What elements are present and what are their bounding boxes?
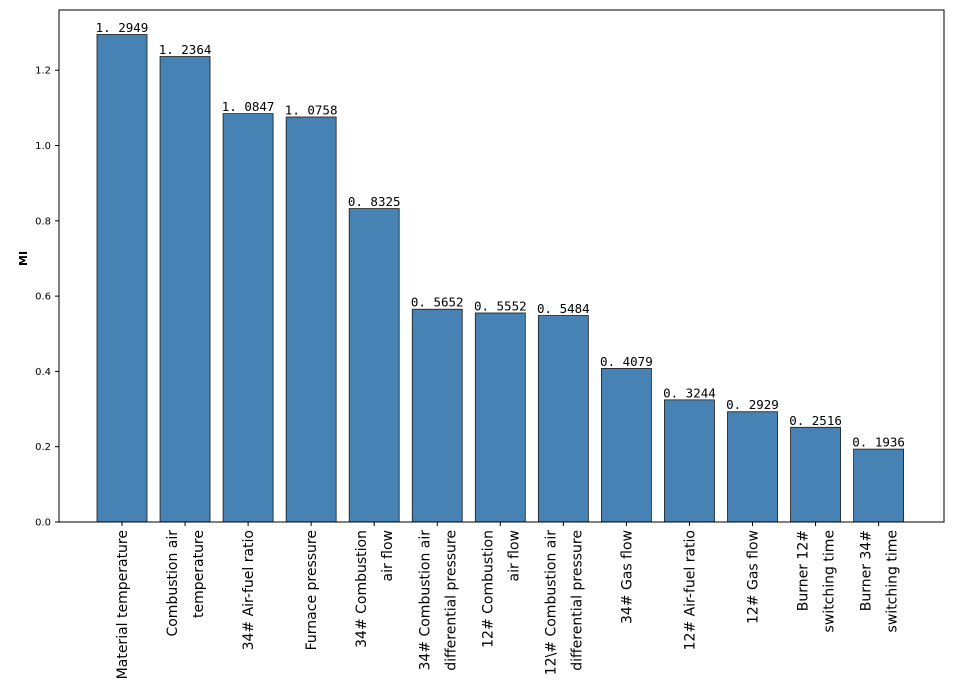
x-tick-label-line: switching time xyxy=(822,530,838,632)
y-tick-label: 1.2 xyxy=(35,66,51,77)
data-label: 1. 2364 xyxy=(159,42,212,57)
data-label: 1. 0758 xyxy=(285,102,338,117)
y-tick-label: 1.0 xyxy=(35,141,51,152)
x-tick-label-line: 12# Combustion xyxy=(480,530,496,648)
x-tick-label-line: switching time xyxy=(885,530,901,632)
x-tick-label: 12# Combustion air flow xyxy=(480,530,522,648)
data-label: 0. 2516 xyxy=(789,413,842,428)
x-tick-label-line: 12# Air-fuel ratio xyxy=(682,530,698,650)
bar xyxy=(790,426,841,523)
data-label: 0. 3244 xyxy=(663,385,716,400)
x-tick-label-line: differential pressure xyxy=(569,530,585,671)
x-tick-label-line: 34# Combustion air xyxy=(417,530,433,671)
data-label: 0. 5484 xyxy=(537,301,590,316)
x-tick-label: Burner 12# switching time xyxy=(796,530,838,632)
x-tick-label-line: Combustion air xyxy=(165,530,181,637)
x-tick-label-line: 34# Air-fuel ratio xyxy=(241,530,257,650)
x-tick-label: 34# Gas flow xyxy=(619,530,635,624)
data-label: 0. 4079 xyxy=(600,354,653,369)
bar xyxy=(222,113,274,523)
bars xyxy=(96,34,904,523)
bar xyxy=(96,34,148,523)
bar xyxy=(601,368,652,523)
bar xyxy=(348,208,400,523)
x-tick-label: 34# Air-fuel ratio xyxy=(241,530,257,650)
plot-frame xyxy=(58,9,945,523)
x-tick-label-line: temperature xyxy=(191,530,207,618)
x-tick-label-line: differential pressure xyxy=(443,530,459,671)
y-axis-ticks: 0.0 0.2 0.4 0.6 0.8 1.0 1.2 xyxy=(35,66,59,529)
bar xyxy=(285,116,337,523)
x-tick-label-line: 34# Gas flow xyxy=(619,530,635,624)
data-labels: 1. 2949 1. 2364 1. 0847 1. 0758 0. 8325 0. 56… xyxy=(96,20,905,450)
x-axis-ticks: Material temperature Combustion air temper… xyxy=(115,522,901,679)
x-tick-label: Combustion air temperature xyxy=(165,530,207,637)
y-tick-label: 0.0 xyxy=(35,518,51,529)
x-tick-label-line: 12# Gas flow xyxy=(746,530,762,624)
y-tick-label: 0.2 xyxy=(35,442,51,453)
x-tick-label: 12# Air-fuel ratio xyxy=(682,530,698,650)
data-label: 1. 0847 xyxy=(222,99,275,114)
x-tick-label: 34# Combustion air flow xyxy=(354,530,396,648)
x-tick-label: 12# Gas flow xyxy=(746,530,762,624)
data-label: 0. 5652 xyxy=(411,295,464,310)
x-tick-label-line: Material temperature xyxy=(115,530,131,679)
bar xyxy=(537,315,589,523)
y-axis-label: MI xyxy=(17,251,30,266)
x-tick-label-line: air flow xyxy=(506,530,522,582)
y-tick-label: 0.6 xyxy=(35,292,51,303)
x-tick-label: 12\# Combustion air differential pressure xyxy=(543,530,585,675)
x-tick-label-line: Furnace pressure xyxy=(304,530,320,650)
data-label: 0. 1936 xyxy=(852,435,905,450)
y-tick-label: 0.8 xyxy=(35,216,51,227)
x-tick-label-line: Burner 34# xyxy=(859,530,875,611)
bar xyxy=(159,56,211,523)
data-label: 1. 2949 xyxy=(96,20,149,35)
bar xyxy=(727,411,778,523)
data-label: 0. 2929 xyxy=(726,397,779,412)
bar xyxy=(411,308,463,523)
bar xyxy=(664,399,715,523)
y-tick-label: 0.4 xyxy=(35,367,51,378)
bar xyxy=(474,312,526,523)
x-tick-label: 34# Combustion air differential pressure xyxy=(417,530,459,671)
data-label: 0. 8325 xyxy=(348,194,401,209)
data-label: 0. 5552 xyxy=(474,298,527,313)
bar xyxy=(853,448,904,523)
x-tick-label-line: air flow xyxy=(380,530,396,582)
x-tick-label-line: 34# Combustion xyxy=(354,530,370,648)
x-tick-label: Furnace pressure xyxy=(304,530,320,650)
x-tick-label: Burner 34# switching time xyxy=(859,530,901,632)
x-tick-label-line: Burner 12# xyxy=(796,530,812,611)
x-tick-label-line: 12\# Combustion air xyxy=(543,530,559,675)
x-tick-label: Material temperature xyxy=(115,530,131,679)
